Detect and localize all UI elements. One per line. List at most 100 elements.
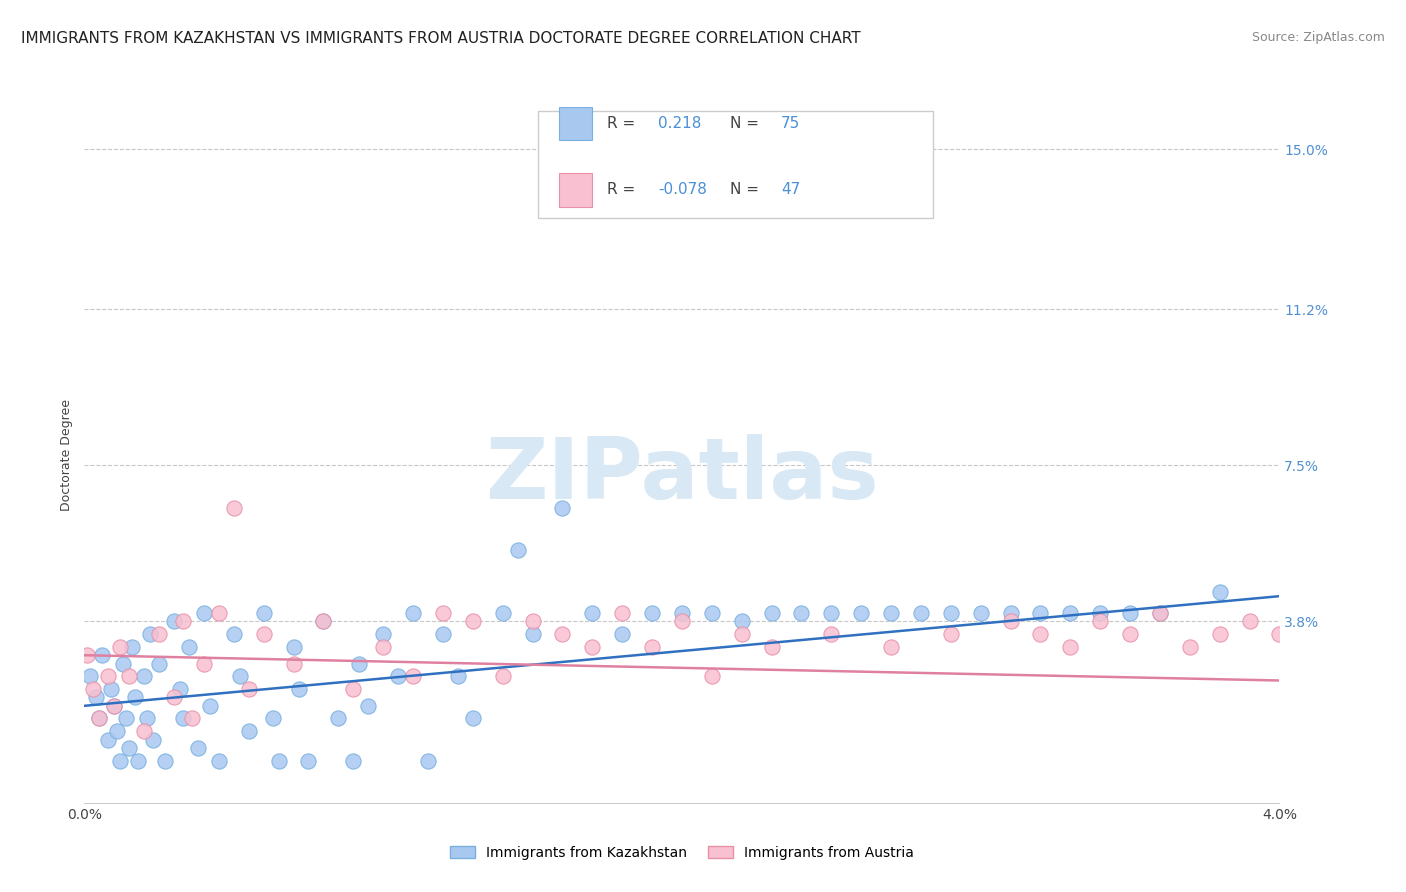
Point <box>522 615 544 629</box>
Point <box>76 648 98 663</box>
Point <box>373 627 395 641</box>
Point <box>551 500 574 515</box>
Point <box>124 690 146 705</box>
Point <box>1000 615 1022 629</box>
Text: R =: R = <box>606 182 640 197</box>
Point <box>373 640 395 654</box>
Text: Source: ZipAtlas.com: Source: ZipAtlas.com <box>1251 31 1385 45</box>
Point <box>118 669 141 683</box>
Point <box>551 627 574 641</box>
Text: -0.078: -0.078 <box>658 182 707 197</box>
Point <box>1029 606 1052 620</box>
Point <box>671 606 693 620</box>
Point <box>103 698 125 713</box>
Point <box>253 606 276 620</box>
Point <box>110 754 132 768</box>
Point <box>1059 606 1081 620</box>
Point <box>136 711 159 725</box>
Point <box>127 754 149 768</box>
FancyBboxPatch shape <box>558 107 592 140</box>
Point <box>238 724 260 739</box>
Point <box>761 606 783 620</box>
Point <box>142 732 165 747</box>
Point <box>328 711 350 725</box>
Point <box>118 741 141 756</box>
Point <box>1090 606 1112 620</box>
Point <box>581 640 603 654</box>
Point <box>312 615 335 629</box>
Text: N =: N = <box>730 116 763 131</box>
Point <box>181 711 204 725</box>
Point <box>349 657 371 671</box>
Point <box>939 606 962 620</box>
Point <box>342 681 364 696</box>
Point <box>731 615 754 629</box>
Text: 0.218: 0.218 <box>658 116 702 131</box>
Point <box>312 615 335 629</box>
Point <box>267 754 290 768</box>
Point <box>731 627 754 641</box>
Point <box>110 640 132 654</box>
Point <box>1239 615 1261 629</box>
Point <box>187 741 209 756</box>
Point <box>148 627 170 641</box>
Point <box>91 648 114 663</box>
Point <box>492 606 515 620</box>
Point <box>1119 606 1142 620</box>
Point <box>939 627 962 641</box>
Legend: Immigrants from Kazakhstan, Immigrants from Austria: Immigrants from Kazakhstan, Immigrants f… <box>444 840 920 865</box>
Point <box>1268 627 1291 641</box>
Point <box>700 669 723 683</box>
Point <box>820 606 842 620</box>
Text: IMMIGRANTS FROM KAZAKHSTAN VS IMMIGRANTS FROM AUSTRIA DOCTORATE DEGREE CORRELATI: IMMIGRANTS FROM KAZAKHSTAN VS IMMIGRANTS… <box>21 31 860 46</box>
Point <box>139 627 162 641</box>
Text: 75: 75 <box>782 116 800 131</box>
Point <box>222 627 245 641</box>
Point <box>1178 640 1201 654</box>
Point <box>148 657 170 671</box>
Point <box>700 606 723 620</box>
Point <box>851 606 873 620</box>
Point <box>177 640 200 654</box>
Point <box>387 669 409 683</box>
Y-axis label: Doctorate Degree: Doctorate Degree <box>60 399 73 511</box>
Point <box>79 669 101 683</box>
Point <box>198 698 221 713</box>
Point <box>461 615 484 629</box>
Point <box>402 669 425 683</box>
Point <box>880 606 903 620</box>
Point <box>1000 606 1022 620</box>
Point <box>100 681 122 696</box>
Point <box>97 732 120 747</box>
Text: 47: 47 <box>782 182 800 197</box>
Point <box>641 640 664 654</box>
Point <box>910 606 932 620</box>
Point <box>172 711 194 725</box>
FancyBboxPatch shape <box>538 111 934 219</box>
Point <box>1209 627 1232 641</box>
Point <box>86 690 108 705</box>
Point <box>97 669 120 683</box>
Point <box>671 615 693 629</box>
Point <box>1209 585 1232 599</box>
Text: ZIPatlas: ZIPatlas <box>485 434 879 517</box>
Point <box>357 698 380 713</box>
Point <box>169 681 191 696</box>
Point <box>283 640 305 654</box>
Point <box>432 606 454 620</box>
Point <box>342 754 364 768</box>
Point <box>115 711 138 725</box>
Point <box>262 711 284 725</box>
Point <box>238 681 260 696</box>
Point <box>1149 606 1171 620</box>
Point <box>105 724 128 739</box>
Point <box>89 711 111 725</box>
Point <box>253 627 276 641</box>
Point <box>1059 640 1081 654</box>
Point <box>1090 615 1112 629</box>
Point <box>402 606 425 620</box>
Point <box>1149 606 1171 620</box>
Point <box>121 640 143 654</box>
Point <box>208 606 231 620</box>
Point <box>641 606 664 620</box>
